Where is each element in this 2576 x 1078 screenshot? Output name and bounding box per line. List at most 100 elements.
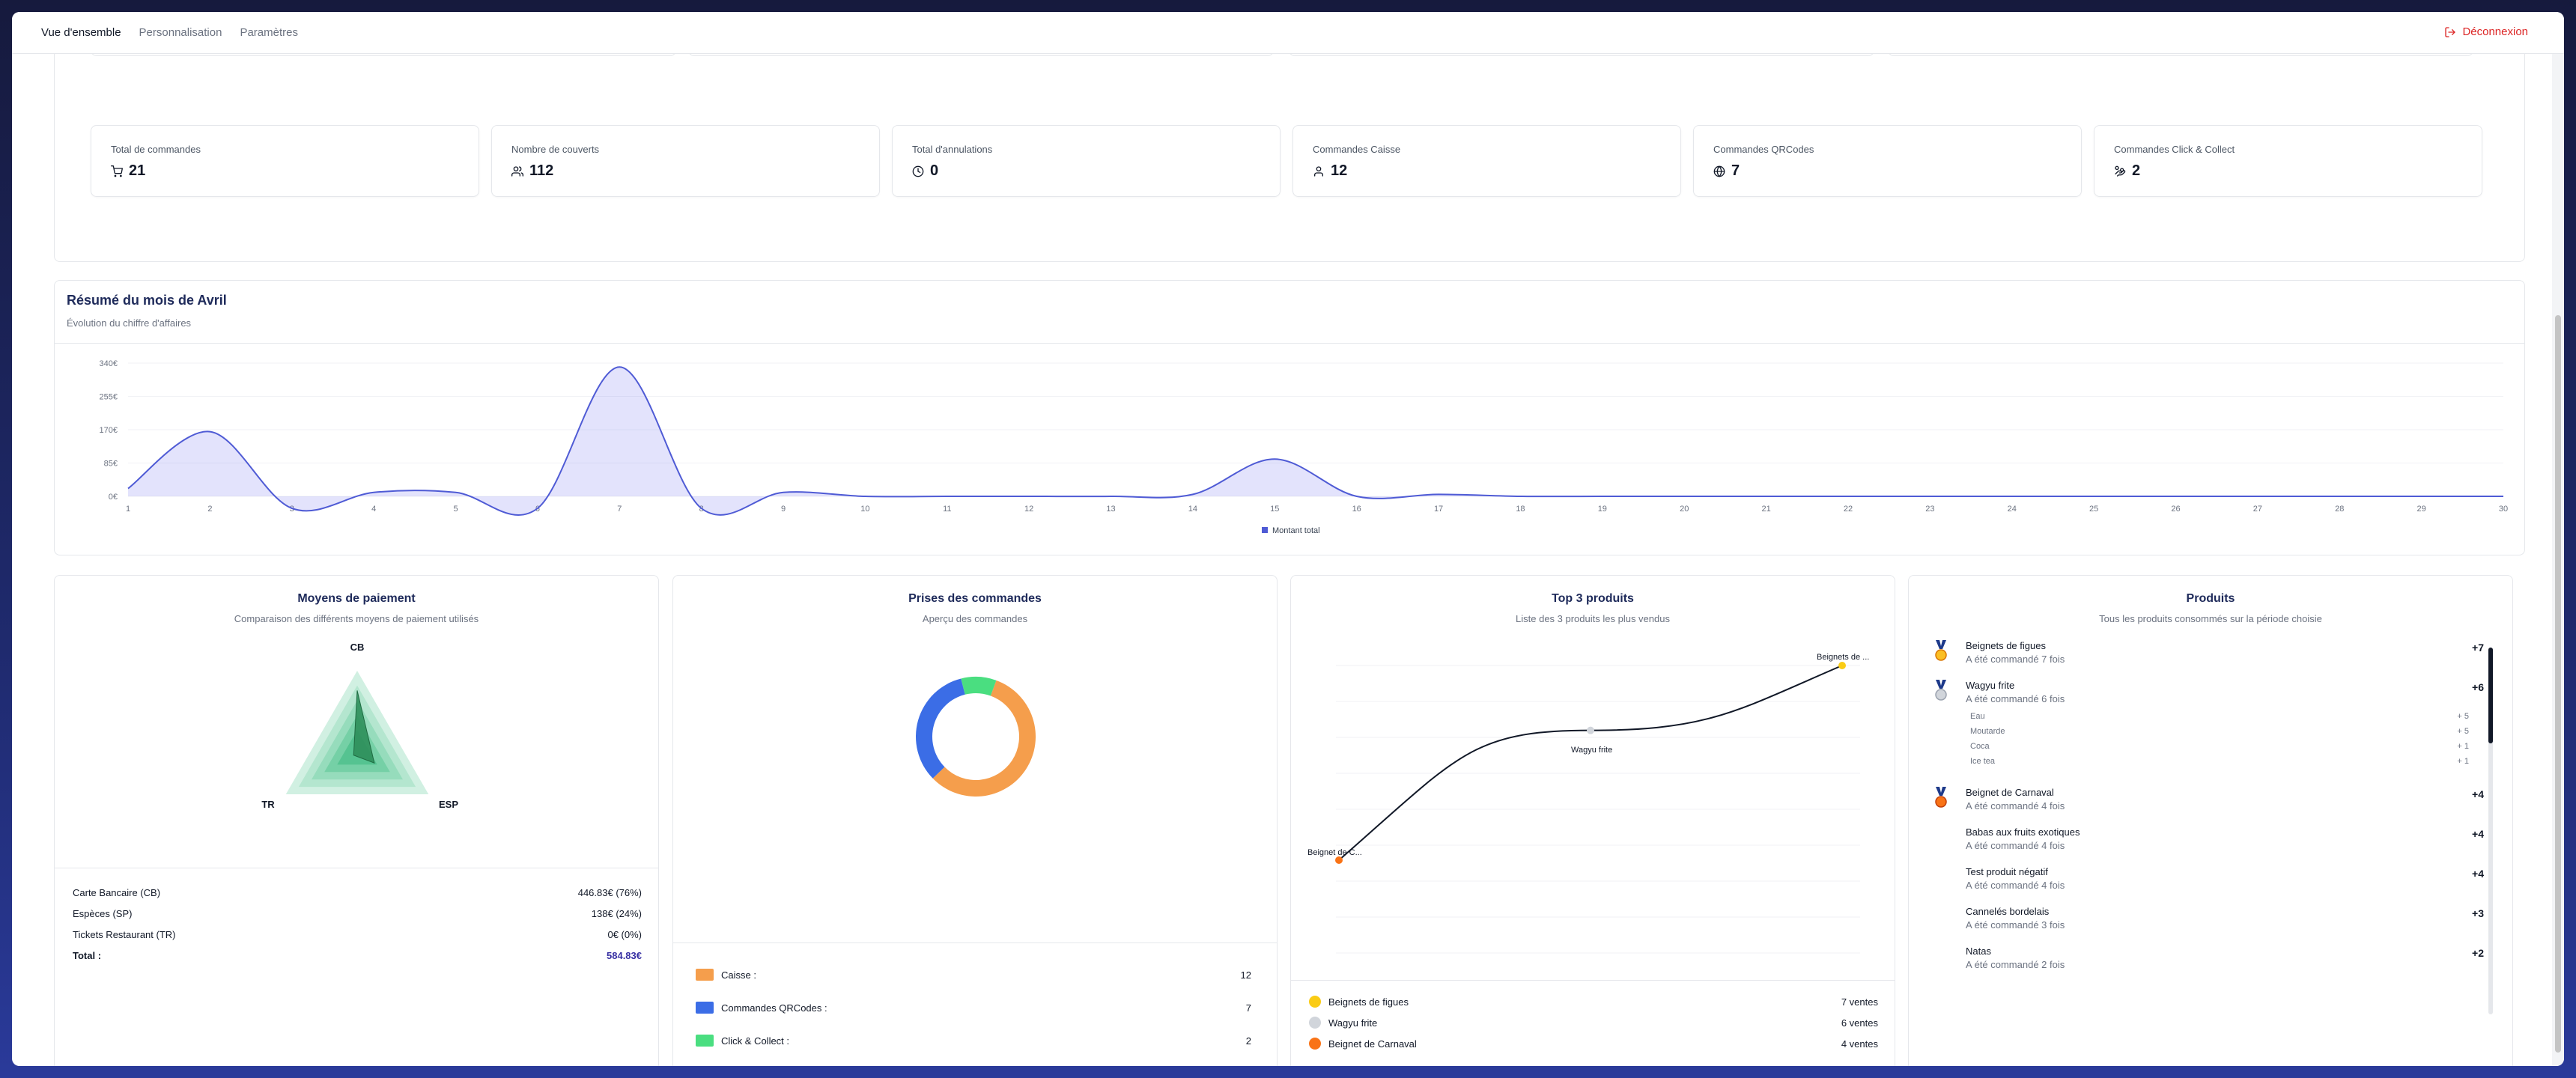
x-tick-label: 14 <box>1188 505 1197 514</box>
orders-title: Prises des commandes <box>908 592 1042 605</box>
product-qty: +3 <box>2472 907 2484 919</box>
payment-row-label: Carte Bancaire (CB) <box>73 886 161 898</box>
top3-title: Top 3 produits <box>1552 592 1634 605</box>
top3-point <box>1587 726 1594 734</box>
x-tick-label: 10 <box>860 505 869 514</box>
x-tick-label: 21 <box>1761 505 1770 514</box>
top3-subtitle: Liste des 3 produits les plus vendus <box>1516 613 1670 624</box>
product-subtitle: A été commandé 6 fois <box>1966 693 2065 704</box>
product-subtitle: A été commandé 4 fois <box>1966 840 2065 851</box>
stat-value: 0 <box>930 162 939 179</box>
donut-slice <box>961 677 997 696</box>
orders-legend: Caisse : 12 Commandes QRCodes : 7 Click … <box>673 943 1277 1057</box>
stat-label: Nombre de couverts <box>511 144 600 155</box>
hand-coins-icon <box>2115 165 2126 177</box>
users-icon <box>511 165 523 177</box>
revenue-area-chart[interactable]: 340€255€170€85€0€1 2 3 4 5 6 7 8 9 10 11 12 13 14 15 16… <box>55 344 2526 556</box>
top3-line-chart[interactable]: Beignet de C... Wagyu frite Beignets de ..… <box>1291 643 1895 972</box>
extra-qty: + 5 <box>2457 727 2469 736</box>
product-name: Natas <box>1966 945 1991 957</box>
x-tick-label: 26 <box>2171 505 2180 514</box>
product-item: Beignets de figues A été commandé 7 fois… <box>1931 640 2500 665</box>
extra-qty: + 1 <box>2457 757 2469 766</box>
top3-point-label: Wagyu frite <box>1571 746 1612 755</box>
stats-row: Total de commandes 21 Nombre de couverts… <box>91 125 2482 197</box>
orders-card: Prises des commandes Aperçu des commande… <box>672 575 1278 1066</box>
tab-overview[interactable]: Vue d'ensemble <box>41 26 121 39</box>
x-tick-label: 24 <box>2008 505 2017 514</box>
x-tick-label: 20 <box>1680 505 1689 514</box>
product-item: Natas A été commandé 2 fois +2 <box>1931 945 2500 970</box>
stat-value: 21 <box>129 162 146 179</box>
y-tick-label: 340€ <box>100 359 118 368</box>
payment-subtitle: Comparaison des différents moyens de pai… <box>234 613 479 624</box>
x-tick-label: 30 <box>2499 505 2508 514</box>
donut-slice <box>916 678 965 779</box>
stat-value: 12 <box>1331 162 1348 179</box>
payment-row: Tickets Restaurant (TR) 0€ (0%) <box>73 924 642 945</box>
stat-value: 7 <box>1731 162 1740 179</box>
legend-swatch <box>696 1002 714 1014</box>
legend-swatch <box>696 1035 714 1047</box>
x-tick-label: 28 <box>2335 505 2344 514</box>
radar-label-esp: ESP <box>439 799 458 810</box>
legend-swatch <box>696 969 714 981</box>
top3-item: Beignets de figues 7 ventes <box>1309 991 1878 1012</box>
x-tick-label: 4 <box>371 505 376 514</box>
product-item: Cannelés bordelais A été commandé 3 fois… <box>1931 906 2500 931</box>
product-extra: Coca + 1 <box>1966 742 2500 757</box>
product-qty: +7 <box>2472 642 2484 654</box>
products-list[interactable]: Beignets de figues A été commandé 7 fois… <box>1931 640 2500 1056</box>
stat-value: 2 <box>2132 162 2141 179</box>
extra-name: Eau <box>1970 712 1985 721</box>
product-subtitle: A été commandé 4 fois <box>1966 800 2065 811</box>
page-scrollbar-thumb[interactable] <box>2555 315 2561 1053</box>
series-area-montant-total <box>128 367 2503 516</box>
radar-label-cb: CB <box>350 642 365 653</box>
tab-settings[interactable]: Paramètres <box>240 26 298 39</box>
y-tick-label: 85€ <box>104 460 118 469</box>
bronze-medal-icon <box>1935 787 1947 808</box>
extra-qty: + 5 <box>2457 712 2469 721</box>
stat-cash-orders: Commandes Caisse 12 <box>1292 125 1681 197</box>
month-summary-subtitle: Évolution du chiffre d'affaires <box>67 317 192 329</box>
product-name: Test produit négatif <box>1966 866 2048 877</box>
product-qty: +2 <box>2472 947 2484 959</box>
product-qty: +4 <box>2472 788 2484 800</box>
y-tick-label: 255€ <box>100 393 118 402</box>
product-subtitle: A été commandé 3 fois <box>1966 919 2065 931</box>
product-extra: Eau + 5 <box>1966 712 2500 727</box>
product-extra: Ice tea + 1 <box>1966 757 2500 772</box>
radar-data-shape <box>353 690 375 764</box>
x-tick-label: 17 <box>1434 505 1443 514</box>
product-qty: +4 <box>2472 828 2484 840</box>
logout-button[interactable]: Déconnexion <box>2444 25 2528 38</box>
x-tick-label: 27 <box>2253 505 2262 514</box>
silver-medal-icon <box>1935 680 1947 701</box>
month-summary-card: Résumé du mois de Avril Évolution du chi… <box>54 280 2525 555</box>
product-subtitle: A été commandé 4 fois <box>1966 880 2065 891</box>
products-scrollbar-track[interactable] <box>2488 648 2493 1014</box>
series-line-montant-total <box>127 366 2503 516</box>
payment-row-label: Tickets Restaurant (TR) <box>73 928 176 940</box>
product-name: Wagyu frite <box>1966 680 2015 691</box>
top3-dot <box>1309 1038 1321 1050</box>
legend-item: Commandes QRCodes : 7 <box>696 991 1251 1024</box>
tab-customization[interactable]: Personnalisation <box>139 26 222 39</box>
globe-icon <box>1713 165 1725 177</box>
orders-donut-chart[interactable] <box>673 651 1278 823</box>
payment-table: Carte Bancaire (CB) 446.83€ (76%) Espèce… <box>55 868 658 966</box>
payment-total-label: Total : <box>73 949 102 961</box>
top3-value: 4 ventes <box>1841 1038 1878 1050</box>
products-scrollbar-thumb[interactable] <box>2488 648 2493 743</box>
y-tick-label: 0€ <box>109 493 118 502</box>
product-extra: Moutarde + 5 <box>1966 727 2500 742</box>
payment-radar-chart[interactable]: CB TR ESP <box>55 637 659 862</box>
stat-qrcode-orders: Commandes QRCodes 7 <box>1693 125 2082 197</box>
stat-label: Commandes Click & Collect <box>2114 144 2235 155</box>
logout-label: Déconnexion <box>2462 25 2528 38</box>
extra-qty: + 1 <box>2457 742 2469 751</box>
user-icon <box>1314 165 1323 177</box>
product-extras: Eau + 5 Moutarde + 5 Coca + 1 Ice tea + 1 <box>1966 712 2500 772</box>
legend-swatch <box>1262 527 1268 533</box>
